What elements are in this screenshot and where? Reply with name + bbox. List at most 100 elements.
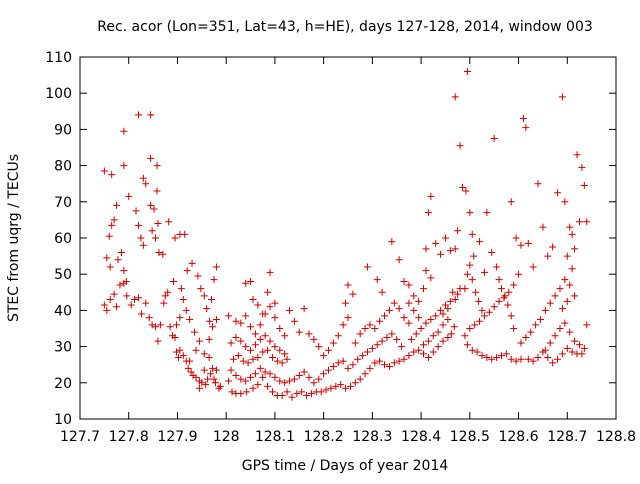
data-point [210, 276, 218, 284]
data-point [522, 124, 530, 132]
data-point [405, 319, 413, 327]
data-point [286, 306, 294, 314]
data-point [281, 379, 289, 387]
data-point [225, 377, 233, 385]
data-point [212, 263, 220, 271]
data-point [191, 328, 199, 336]
data-point [454, 227, 462, 235]
x-tick-label: 128.5 [450, 429, 490, 445]
data-point [344, 364, 352, 372]
data-point [186, 357, 194, 365]
data-point [454, 290, 462, 298]
data-point [546, 299, 554, 307]
data-point [415, 314, 423, 322]
data-point [490, 303, 498, 311]
data-point [439, 321, 447, 329]
data-point [264, 382, 272, 390]
y-tick-label: 90 [54, 122, 72, 138]
data-point [103, 306, 111, 314]
data-point [485, 308, 493, 316]
data-point [400, 355, 408, 363]
data-point [148, 227, 156, 235]
data-point [210, 375, 218, 383]
data-point [234, 352, 242, 360]
data-point [483, 353, 491, 361]
data-point [536, 315, 544, 323]
data-point [400, 314, 408, 322]
data-point [349, 361, 357, 369]
data-point [463, 270, 471, 278]
x-tick-label: 127.9 [157, 429, 197, 445]
data-point [266, 268, 274, 276]
x-tick-label: 128.2 [304, 429, 344, 445]
data-point [546, 339, 554, 347]
data-point [501, 292, 509, 300]
data-point [139, 174, 147, 182]
data-point [468, 230, 476, 238]
data-point [541, 306, 549, 314]
data-point [216, 382, 224, 390]
x-tick-label: 128 [213, 429, 240, 445]
data-point [354, 355, 362, 363]
data-point [561, 276, 569, 284]
data-point [317, 388, 325, 396]
data-point [463, 341, 471, 349]
data-point [385, 306, 393, 314]
data-point [120, 162, 128, 170]
data-point [322, 386, 330, 394]
data-point [166, 323, 174, 331]
data-point [500, 294, 508, 302]
data-point [227, 366, 235, 374]
data-point [524, 355, 532, 363]
data-point [456, 142, 464, 150]
data-point [205, 335, 213, 343]
data-point [147, 201, 155, 209]
data-point [237, 390, 245, 398]
data-point [420, 341, 428, 349]
data-point [278, 359, 286, 367]
data-point [254, 353, 262, 361]
data-point [422, 245, 430, 253]
data-point [356, 375, 364, 383]
data-point [148, 321, 156, 329]
data-point [441, 301, 449, 309]
data-point [161, 292, 169, 300]
data-point [490, 134, 498, 142]
data-point [147, 111, 155, 119]
data-point [551, 292, 559, 300]
data-point [261, 332, 269, 340]
data-point [200, 366, 208, 374]
data-point [154, 337, 162, 345]
data-point [276, 377, 284, 385]
y-tick-label: 70 [54, 195, 72, 211]
data-point [278, 391, 286, 399]
data-point [164, 288, 172, 296]
data-point [131, 296, 139, 304]
data-point [113, 303, 121, 311]
data-point [176, 346, 184, 354]
data-point [204, 375, 212, 383]
data-point [439, 310, 447, 318]
data-point [368, 344, 376, 352]
data-point [495, 297, 503, 305]
data-point [227, 339, 235, 347]
data-point [242, 343, 250, 351]
data-point [179, 352, 187, 360]
data-point [242, 312, 250, 320]
data-point [271, 343, 279, 351]
data-point [103, 254, 111, 262]
data-point [182, 306, 190, 314]
data-point [532, 321, 540, 329]
data-point [211, 379, 219, 387]
data-point [251, 370, 259, 378]
data-point [373, 341, 381, 349]
data-point [575, 341, 583, 349]
data-point [544, 353, 552, 361]
data-point [132, 207, 140, 215]
data-point [108, 171, 116, 179]
data-point [420, 285, 428, 293]
data-point [310, 379, 318, 387]
data-point [398, 343, 406, 351]
data-point [466, 261, 474, 269]
